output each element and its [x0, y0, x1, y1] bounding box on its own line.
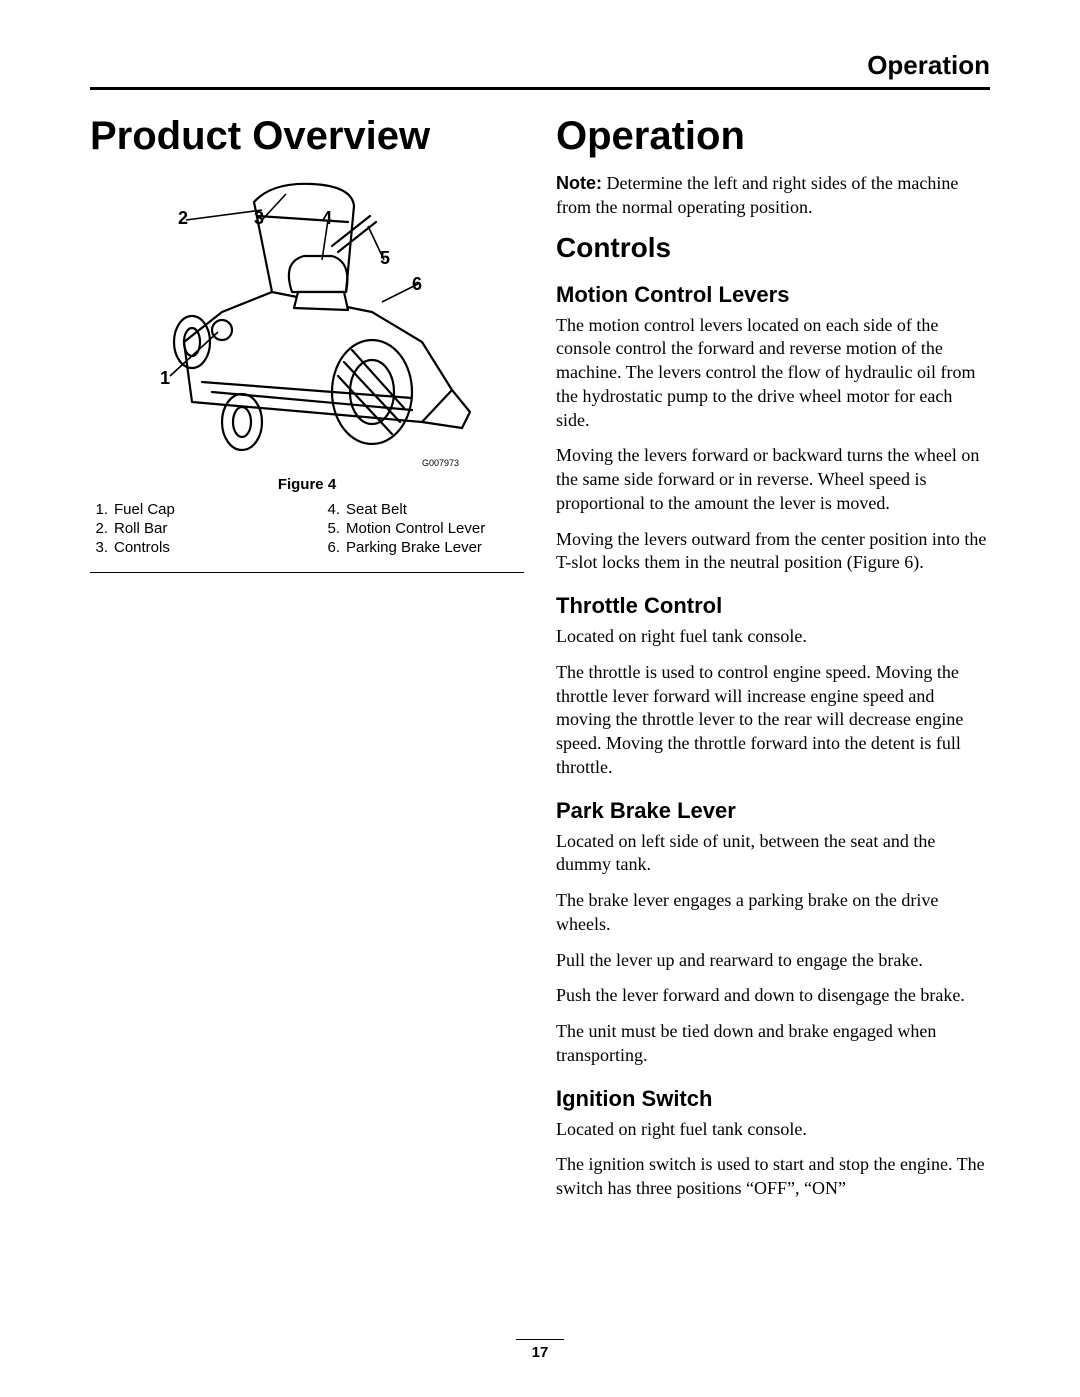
two-column-layout: Product Overview	[90, 114, 990, 1213]
controls-heading: Controls	[556, 232, 990, 264]
section-heading: Motion Control Levers	[556, 282, 990, 308]
body-paragraph: Pull the lever up and rearward to engage…	[556, 949, 990, 973]
left-column: Product Overview	[90, 114, 524, 1213]
legend-number: 6.	[322, 539, 346, 556]
legend-text: Parking Brake Lever	[346, 539, 524, 556]
figure-gcode: G007973	[422, 458, 459, 468]
legend-row: 6.Parking Brake Lever	[322, 539, 524, 556]
note-label: Note:	[556, 173, 602, 193]
legend-row: 5.Motion Control Lever	[322, 520, 524, 537]
body-paragraph: The motion control levers located on eac…	[556, 314, 990, 433]
figure-4: G007973 123456 Figure 4 1.Fuel Cap2.Roll…	[90, 172, 524, 573]
body-paragraph: The ignition switch is used to start and…	[556, 1153, 990, 1201]
legend-number: 4.	[322, 501, 346, 518]
figure-legend: 1.Fuel Cap2.Roll Bar3.Controls 4.Seat Be…	[90, 501, 524, 558]
left-title: Product Overview	[90, 114, 524, 158]
legend-text: Motion Control Lever	[346, 520, 524, 537]
figure-caption: Figure 4	[90, 476, 524, 493]
callout-2: 2	[178, 208, 188, 229]
figure-frame: G007973 1 2 3 4 5 6	[122, 172, 492, 472]
page-number-value: 17	[532, 1344, 549, 1361]
section-heading: Park Brake Lever	[556, 798, 990, 824]
body-paragraph: Moving the levers outward from the cente…	[556, 528, 990, 576]
callout-4: 4	[322, 208, 332, 229]
body-paragraph: Located on left side of unit, between th…	[556, 830, 990, 878]
legend-row: 2.Roll Bar	[90, 520, 292, 537]
legend-row: 4.Seat Belt	[322, 501, 524, 518]
legend-number: 2.	[90, 520, 114, 537]
callout-5: 5	[380, 248, 390, 269]
body-paragraph: Located on right fuel tank console.	[556, 625, 990, 649]
body-paragraph: The brake lever engages a parking brake …	[556, 889, 990, 937]
legend-text: Roll Bar	[114, 520, 292, 537]
legend-row: 1.Fuel Cap	[90, 501, 292, 518]
body-paragraph: The unit must be tied down and brake eng…	[556, 1020, 990, 1068]
legend-row: 3.Controls	[90, 539, 292, 556]
legend-text: Fuel Cap	[114, 501, 292, 518]
body-paragraph: The throttle is used to control engine s…	[556, 661, 990, 780]
callout-6: 6	[412, 274, 422, 295]
section-heading: Ignition Switch	[556, 1086, 990, 1112]
page-number: 17	[0, 1339, 1080, 1361]
body-paragraph: Push the lever forward and down to disen…	[556, 984, 990, 1008]
note-paragraph: Note: Determine the left and right sides…	[556, 172, 990, 220]
legend-rule	[90, 572, 524, 573]
body-paragraph: Located on right fuel tank console.	[556, 1118, 990, 1142]
callout-1: 1	[160, 368, 170, 389]
right-title: Operation	[556, 114, 990, 158]
body-paragraph: Moving the levers forward or backward tu…	[556, 444, 990, 515]
legend-number: 3.	[90, 539, 114, 556]
legend-number: 5.	[322, 520, 346, 537]
note-body: Determine the left and right sides of th…	[556, 173, 958, 217]
legend-text: Controls	[114, 539, 292, 556]
callout-3: 3	[254, 208, 264, 229]
legend-text: Seat Belt	[346, 501, 524, 518]
running-head: Operation	[90, 50, 990, 90]
section-heading: Throttle Control	[556, 593, 990, 619]
legend-number: 1.	[90, 501, 114, 518]
right-column: Operation Note: Determine the left and r…	[556, 114, 990, 1213]
